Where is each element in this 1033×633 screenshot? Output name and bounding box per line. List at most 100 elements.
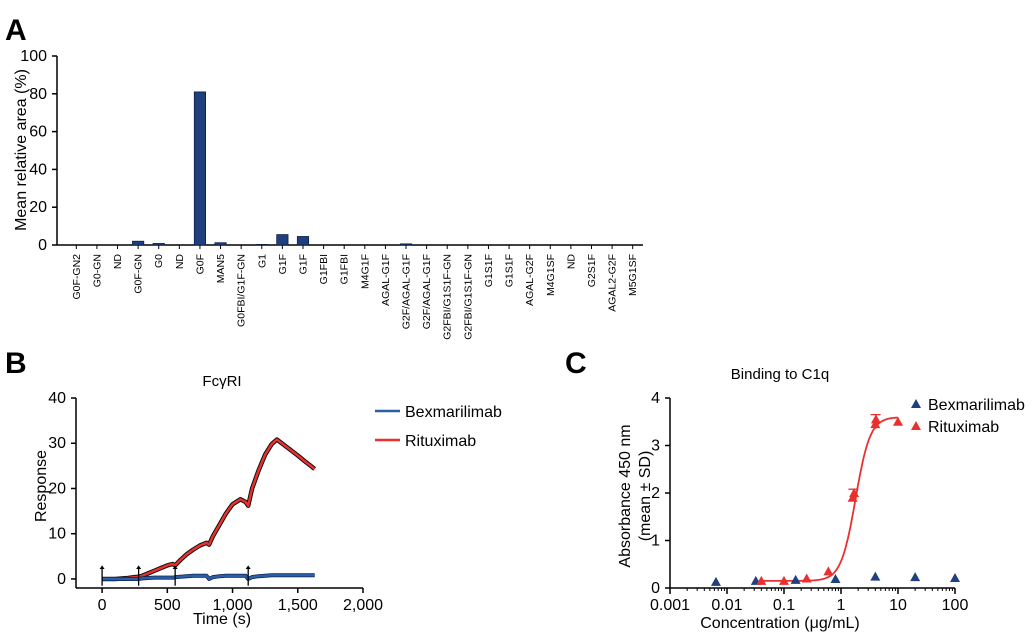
- bar: [255, 244, 268, 246]
- y-tick-label: 100: [20, 48, 47, 65]
- data-point-bexmarilimab: [790, 574, 801, 584]
- x-tick-label: 0.01: [711, 597, 742, 614]
- data-point-rituximab: [870, 419, 881, 429]
- y-tick-label: 20: [29, 199, 47, 216]
- category-label: G1S1F: [504, 254, 516, 287]
- category-label: MAN5: [215, 254, 227, 283]
- data-point-rituximab: [893, 416, 903, 426]
- series-line-rituximab: [102, 438, 316, 581]
- category-label: G2F/AGAL-G1F: [401, 254, 413, 329]
- legend-label-rituximab: Rituximab: [405, 433, 476, 450]
- data-point-rituximab: [870, 414, 881, 424]
- category-label: G0F-GN2: [71, 254, 83, 300]
- category-labels: G0F-GN2 G0-GN ND G0F-GN G0 ND G0F MAN5 G0FBI/G1F…: [71, 254, 639, 340]
- legend: Bexmarilimab Rituximab: [911, 397, 1025, 436]
- legend: Bexmarilimab Rituximab: [375, 404, 502, 450]
- y-tick-label: 40: [48, 390, 66, 407]
- data-point-rituximab: [756, 575, 767, 585]
- data-point-bexmarilimab: [870, 571, 881, 581]
- axes: [669, 398, 955, 589]
- x-tick-label: 500: [154, 597, 181, 614]
- category-label: G1: [256, 254, 268, 268]
- y-tick-label: 2: [651, 485, 660, 502]
- data-point-bexmarilimab: [830, 573, 841, 583]
- legend-label-bexmarilimab: Bexmarilimab: [928, 397, 1025, 414]
- axes: [75, 398, 363, 589]
- x-tick-label: 10: [889, 597, 907, 614]
- category-label: G2F/AGAL-G1F: [421, 254, 433, 329]
- x-tick-label: 1,500: [278, 597, 318, 614]
- data-point-bexmarilimab: [910, 572, 921, 582]
- panel-label-c: C: [565, 347, 587, 380]
- category-label: G0: [153, 254, 165, 268]
- y-tick-label: 4: [651, 390, 660, 407]
- legend-label-rituximab: Rituximab: [928, 419, 999, 436]
- line-chart-panel-b: FcγRI 0 500 1,000 1,500 2,000 0 10 20 30 40 Time …: [33, 373, 502, 628]
- category-label: AGAL-G2F: [524, 254, 536, 306]
- category-label: G1F: [297, 254, 309, 274]
- injection-marker-head: [136, 565, 142, 569]
- bar: [132, 240, 145, 246]
- y-axis-label-line1: Absorbance 450 nm: [617, 424, 634, 567]
- x-tick-label: 0.1: [773, 597, 795, 614]
- x-tick-label: 1,000: [213, 597, 253, 614]
- legend-marker-rituximab: [911, 421, 921, 430]
- series-lines: [99, 437, 317, 586]
- category-label: G0FBI/G1F-GN: [236, 254, 248, 327]
- category-label: G1S1F: [483, 254, 495, 287]
- chart-title: Binding to C1q: [731, 366, 829, 383]
- x-tick-label: 1: [837, 597, 846, 614]
- fit-curve-rituximab: [761, 416, 899, 582]
- bar: [276, 234, 289, 246]
- data-points: [710, 414, 960, 586]
- data-point-bexmarilimab: [710, 576, 721, 586]
- x-tick-label: 0.001: [650, 597, 690, 614]
- x-axis-label: Time (s): [193, 611, 251, 628]
- fit-curve: [761, 413, 899, 582]
- y-tick-label: 80: [29, 86, 47, 103]
- scatter-chart-panel-c: Binding to C1q 0.001 0.01 0.1 1 10 100 0 1 2 3 4 C…: [617, 366, 1025, 632]
- category-label: ND: [565, 254, 577, 270]
- legend-marker-bexmarilimab: [911, 399, 921, 408]
- x-axis-label: Concentration (μg/mL): [700, 615, 860, 632]
- category-label: G2S1F: [586, 254, 598, 287]
- legend-label-bexmarilimab: Bexmarilimab: [405, 404, 502, 421]
- panel-label-b: B: [5, 347, 27, 380]
- category-label: G1FBI: [339, 254, 351, 284]
- category-label: G1FBI: [318, 254, 330, 284]
- category-label: AGAL2-G2F: [607, 254, 619, 312]
- data-point-bexmarilimab: [950, 573, 960, 583]
- category-label: G0F-GN: [133, 254, 145, 294]
- y-tick-label: 20: [48, 480, 66, 497]
- axes: [56, 56, 643, 246]
- series-line-rituximab-fit: [102, 437, 317, 582]
- y-axis-label: Mean relative area (%): [13, 69, 30, 231]
- bar: [214, 242, 227, 246]
- y-axis-label-line2: (mean ± SD): [637, 451, 654, 542]
- x-tick-label: 2,000: [343, 597, 383, 614]
- y-tick-label: 1: [651, 533, 660, 550]
- y-axis-label: Response: [33, 450, 50, 522]
- category-label: G0-GN: [91, 254, 103, 287]
- category-label: G2FBI/G1S1F-GN: [442, 254, 454, 340]
- injection-marker-head: [245, 565, 251, 569]
- y-tick-label: 60: [29, 124, 47, 141]
- category-label: ND: [174, 254, 186, 270]
- ticks: 0 500 1,000 1,500 2,000 0 10 20 30 40: [48, 390, 383, 614]
- bar: [399, 243, 413, 246]
- y-tick-label: 10: [48, 526, 66, 543]
- y-tick-label: 0: [651, 580, 660, 597]
- bars: [132, 91, 413, 246]
- category-label: M4G1F: [359, 254, 371, 289]
- y-tick-label: 40: [29, 161, 47, 178]
- category-label: M4G1SF: [545, 254, 557, 296]
- data-point-rituximab: [779, 575, 789, 585]
- data-point-rituximab: [823, 566, 834, 576]
- category-label: G1F: [277, 254, 289, 274]
- x-tick-label: 100: [942, 597, 969, 614]
- injection-marker-head: [99, 565, 105, 569]
- y-tick-label: 3: [651, 438, 660, 455]
- category-label: G2FBI/G1S1F-GN: [462, 254, 474, 340]
